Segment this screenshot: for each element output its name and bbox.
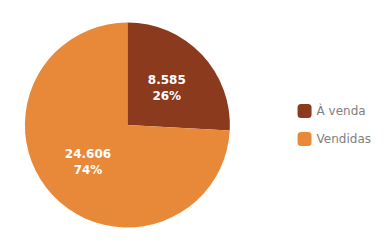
svg-text:8.585: 8.585 (148, 73, 186, 87)
svg-text:24.606: 24.606 (65, 147, 111, 161)
svg-text:26%: 26% (152, 89, 181, 103)
svg-text:À venda: À venda (317, 103, 366, 118)
svg-text:74%: 74% (74, 163, 103, 177)
svg-text:Vendidas: Vendidas (317, 132, 371, 146)
